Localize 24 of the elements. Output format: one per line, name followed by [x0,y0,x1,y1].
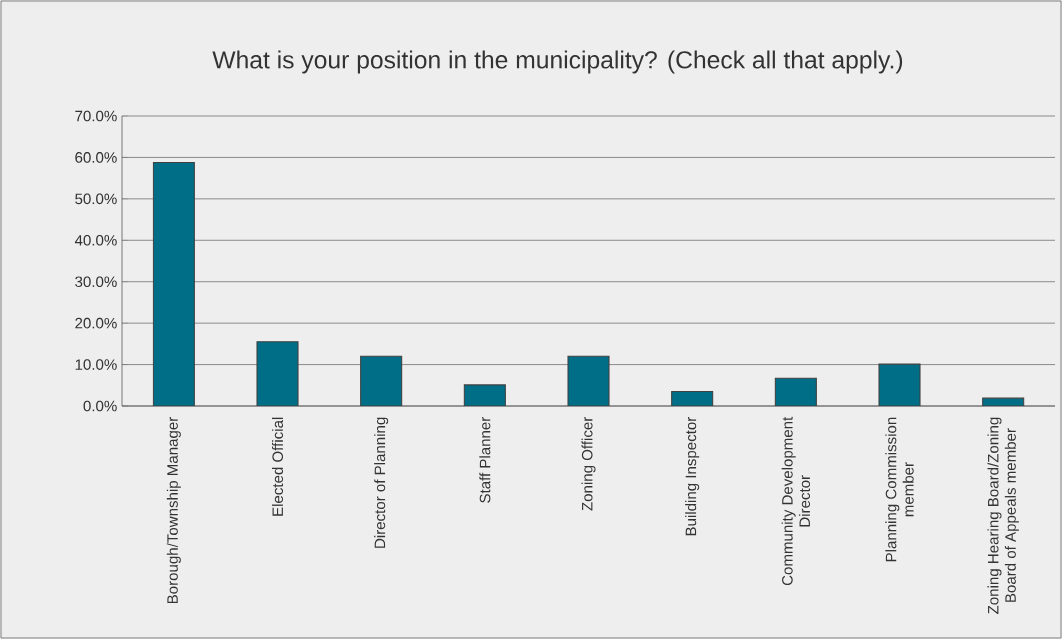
bar [878,363,921,406]
x-tick-label: Staff Planner [479,416,491,503]
y-tick-label: 30.0% [75,276,117,288]
x-tick-label: Director of Planning [374,417,389,548]
x-tick-label: Planning Commission member [885,417,914,562]
y-tick-label: 50.0% [75,193,117,205]
x-tick-label: Building Inspector [685,417,700,536]
x-tick-label: Borough/Township Manager [166,416,181,604]
bar [774,377,817,406]
y-tick-label: 60.0% [75,152,117,163]
chart-title: What is your position in the municipality? (Check all that apply.) [212,50,903,74]
bar [152,161,195,406]
x-tick-label: Zoning Officer [581,416,596,511]
bar [567,355,610,406]
x-tick-label: Zoning Hearing Board/Zoning Board of Appeals member [987,417,1019,614]
x-tick-label: Elected Official [271,417,284,516]
y-tick-label: 20.0% [75,317,117,329]
y-tick-label: 40.0% [74,234,117,246]
y-tick-label: 10.0% [75,359,117,370]
bar [256,341,299,406]
y-tick-label: 0.0% [83,400,117,412]
x-tick-label: Community Development Director [781,416,811,586]
bar [360,355,403,406]
y-tick-label: 70.0% [75,110,117,122]
